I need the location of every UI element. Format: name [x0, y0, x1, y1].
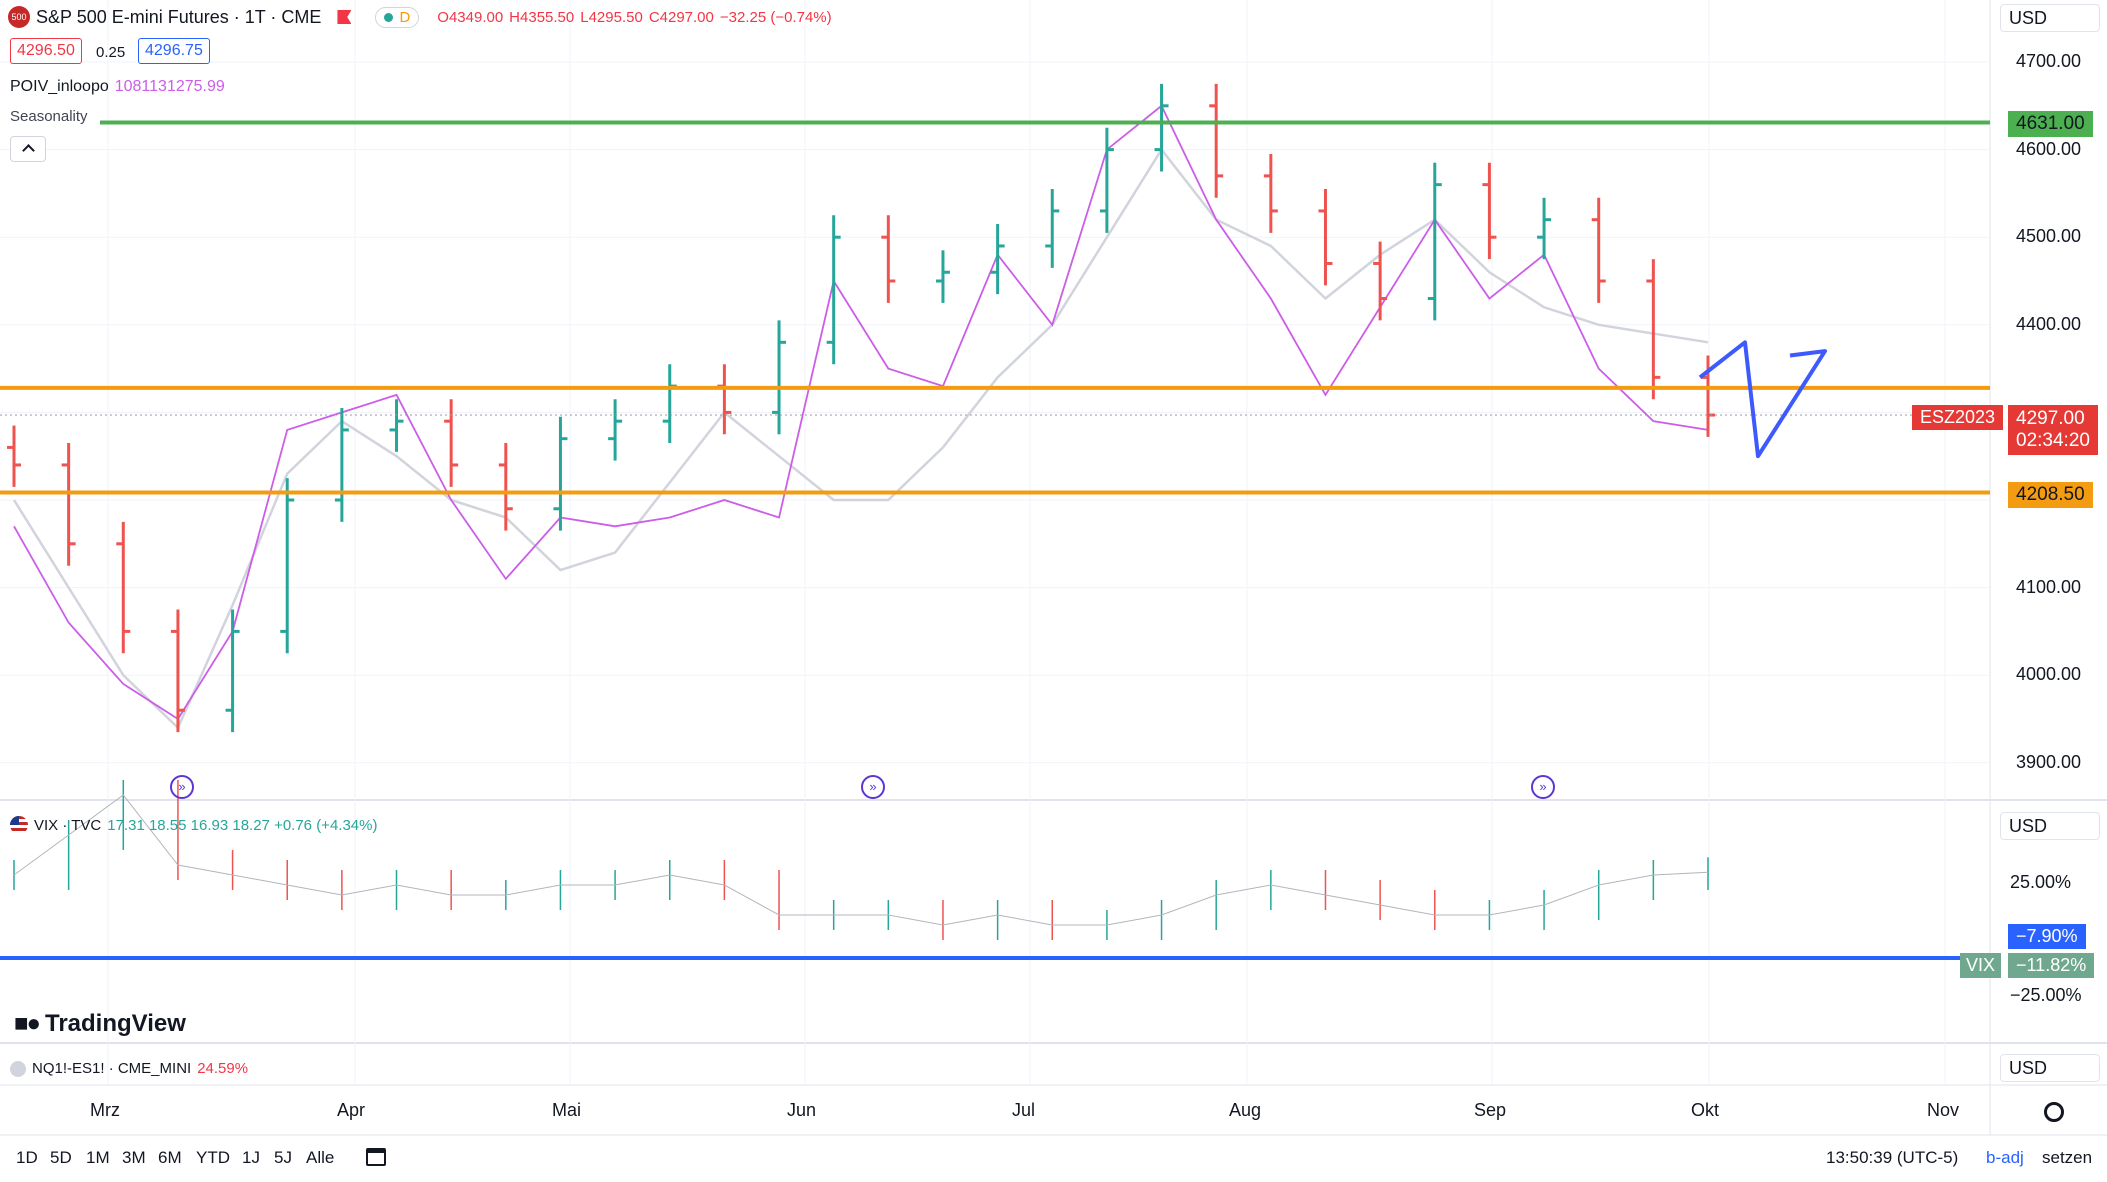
price-tick: 4100.00: [2016, 576, 2082, 597]
range-button[interactable]: 6M: [158, 1148, 182, 1167]
vix-values: 17.31 18.55 16.93 18.27 +0.76 (+4.34%): [107, 816, 378, 834]
currency-select-main[interactable]: USD: [2000, 4, 2100, 32]
indicator-dot-icon: [10, 1060, 26, 1077]
time-axis-label: Jul: [1012, 1100, 1036, 1120]
indicator-name: NQ1!-ES1! · CME_MINI: [32, 1060, 192, 1077]
vix-trace: [13, 794, 1709, 926]
ohlc-low: L4295.50: [580, 8, 643, 26]
time-axis-label: Mai: [552, 1100, 582, 1120]
vix-tick-neg25: −25.00%: [2010, 985, 2082, 1005]
spread-indicator-legend[interactable]: NQ1!-ES1! · CME_MINI 24.59%: [10, 1060, 248, 1077]
poiv-legend[interactable]: POIV_inloopo 1081131275.99: [10, 78, 225, 96]
level-4208-label: 4208.50: [2008, 482, 2093, 508]
d-badge: D: [399, 8, 411, 26]
seasonality-line: [12, 147, 1709, 730]
price-tick: 4500.00: [2016, 226, 2082, 247]
event-icon[interactable]: »: [1531, 775, 1555, 799]
range-button[interactable]: YTD: [196, 1148, 230, 1167]
last-price-label: 4297.00 02:34:20: [2008, 405, 2098, 455]
setzen-toggle[interactable]: setzen: [2042, 1148, 2093, 1167]
bid-price[interactable]: 4296.50: [10, 38, 82, 64]
ohlc-change: −32.25 (−0.74%): [719, 8, 832, 26]
price-tick: 4000.00: [2016, 664, 2082, 685]
symbol-logo-icon: 500: [8, 6, 30, 28]
price-tick: 3900.00: [2016, 751, 2082, 772]
time-axis-label: Sep: [1474, 1100, 1507, 1120]
vix-legend[interactable]: VIX · TVC 17.31 18.55 16.93 18.27 +0.76 …: [10, 816, 377, 834]
time-axis-label: Apr: [337, 1100, 366, 1120]
badj-toggle[interactable]: b-adj: [1986, 1148, 2024, 1167]
time-axis-label: Aug: [1229, 1100, 1262, 1120]
indicator-value: 24.59%: [197, 1060, 249, 1077]
currency-select-vix[interactable]: USD: [2000, 812, 2100, 840]
gear-icon[interactable]: [2044, 1102, 2064, 1122]
event-icon[interactable]: »: [861, 775, 885, 799]
price-tick: 4700.00: [2016, 51, 2082, 71]
level-4631-label: 4631.00: [2008, 111, 2093, 137]
chevron-up-icon: [22, 144, 35, 157]
flag-icon[interactable]: [337, 10, 352, 24]
time-axis-label: Okt: [1691, 1100, 1720, 1120]
poiv-value: 1081131275.99: [114, 78, 225, 95]
tradingview-logo[interactable]: ■● TradingView: [14, 1010, 186, 1038]
vix-tick-25: 25.00%: [2010, 872, 2072, 892]
price-tick: 4600.00: [2016, 138, 2082, 159]
range-button[interactable]: 5D: [50, 1148, 72, 1167]
clock-time[interactable]: 13:50:39 (UTC-5): [1826, 1148, 1959, 1167]
bar-countdown: 02:34:20: [2016, 430, 2090, 451]
time-axis-label: Nov: [1927, 1100, 1960, 1120]
range-button[interactable]: 1M: [86, 1148, 110, 1167]
price-tick: 4400.00: [2016, 313, 2082, 334]
vix-name: VIX · TVC: [34, 816, 102, 834]
symbol-title[interactable]: S&P 500 E-mini Futures · 1T · CME: [36, 6, 322, 27]
range-button[interactable]: 3M: [122, 1148, 146, 1167]
green-dot-icon: [384, 12, 394, 22]
vix-line-label: −7.90%: [2008, 924, 2086, 949]
spread-value: 0.25: [96, 44, 126, 61]
us-flag-icon: [10, 816, 28, 834]
brand-name: TradingView: [45, 1010, 186, 1037]
ohlc-open: O4349.00: [437, 8, 504, 26]
last-price: 4297.00: [2016, 408, 2085, 429]
calendar-icon[interactable]: [366, 1148, 386, 1166]
range-button[interactable]: 1J: [242, 1148, 260, 1167]
seasonality-legend[interactable]: Seasonality: [10, 108, 88, 125]
ohlc-high: H4355.50: [509, 8, 575, 26]
ohlc-close: C4297.00: [648, 8, 714, 26]
event-icon[interactable]: »: [170, 775, 194, 799]
time-axis-label: Mrz: [90, 1100, 120, 1120]
projection-arrow: [1698, 340, 1827, 459]
tv-logo-icon: ■●: [14, 1010, 41, 1037]
vix-value-label: −11.82%: [2008, 953, 2095, 978]
poiv-name: POIV_inloopo: [10, 78, 109, 95]
collapse-legend-button[interactable]: [10, 136, 46, 162]
market-status-badge: D: [375, 6, 420, 28]
poiv-line: [13, 104, 1709, 721]
vix-tag: VIX: [1960, 953, 2002, 978]
symbol-legend: 500 S&P 500 E-mini Futures · 1T · CME D …: [8, 6, 832, 28]
currency-select-bottom[interactable]: USD: [2000, 1054, 2100, 1082]
range-button[interactable]: Alle: [306, 1148, 335, 1167]
ask-price[interactable]: 4296.75: [138, 38, 210, 64]
range-button[interactable]: 5J: [274, 1148, 292, 1167]
time-axis-label: Jun: [787, 1100, 817, 1120]
contract-label: ESZ2023: [1912, 405, 2004, 430]
range-button[interactable]: 1D: [16, 1148, 38, 1167]
